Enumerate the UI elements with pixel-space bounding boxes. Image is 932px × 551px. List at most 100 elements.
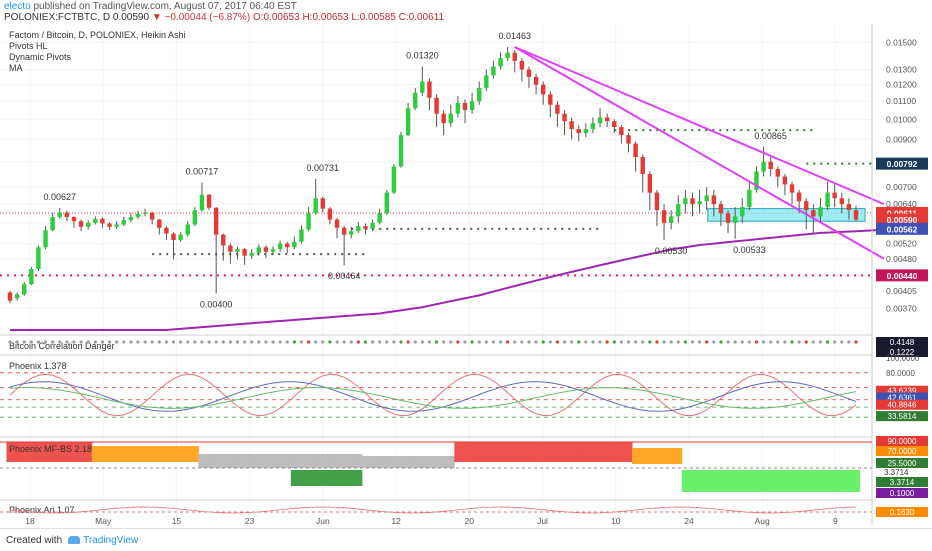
mfbs-bar xyxy=(290,470,299,486)
candle-body xyxy=(818,207,823,217)
ari-oscillator: 0.1630 xyxy=(0,506,928,517)
legend-dynamic-pivots[interactable]: Dynamic Pivots xyxy=(9,52,72,62)
price-chart[interactable]: 0.00627 0.00717 0.00400 0.00731 0.00464 0.013… xyxy=(0,24,932,528)
candle-body xyxy=(149,212,155,220)
candle xyxy=(647,171,653,211)
mfbs-bar xyxy=(326,470,334,486)
mfbs-bar xyxy=(560,442,569,462)
candle-body xyxy=(668,216,674,223)
symbol-label[interactable]: POLONIEX:FCTBTC, D xyxy=(4,12,111,23)
pane-label-bg xyxy=(876,392,928,403)
mfbs-bar xyxy=(397,456,406,468)
pane-label: 70.0000 xyxy=(888,447,917,456)
correlation-dot xyxy=(179,340,183,344)
mfbs-bar xyxy=(440,456,448,468)
correlation-dot xyxy=(833,340,837,344)
mfbs-bar xyxy=(20,442,29,462)
candle-body xyxy=(320,198,326,209)
candle xyxy=(93,216,98,225)
correlation-dot xyxy=(733,340,737,344)
candle xyxy=(597,108,603,128)
candle-body xyxy=(71,217,77,222)
pane-label: 0.4148 xyxy=(890,338,915,347)
correlation-dot xyxy=(434,340,439,344)
candle-body xyxy=(676,204,681,217)
mfbs-bar xyxy=(795,470,804,492)
pane-phoenix-mfbs[interactable]: 90.000070.000025.50003.37140.10003.3714 … xyxy=(0,436,928,498)
mfbs-bar xyxy=(774,470,782,492)
correlation-dot xyxy=(257,340,261,344)
candle-body xyxy=(782,176,788,185)
mfbs-bar xyxy=(696,470,704,492)
candle-body xyxy=(647,173,653,193)
pivot-label: 0.01320 xyxy=(406,51,439,61)
mfbs-bar xyxy=(248,454,256,468)
legend-ma[interactable]: MA xyxy=(9,63,23,73)
price-axis-tick: 0.01200 xyxy=(886,80,917,90)
candle xyxy=(676,195,681,223)
correlation-dot xyxy=(193,340,197,344)
legend-pivots-hl[interactable]: Pivots HL xyxy=(9,41,48,51)
tradingview-link[interactable]: TradingView xyxy=(83,535,139,546)
candle-body xyxy=(512,52,517,61)
candle xyxy=(50,212,55,232)
correlation-dot xyxy=(840,340,844,344)
mfbs-bar xyxy=(120,446,128,462)
mfbs-bar xyxy=(219,454,228,468)
mfbs-bar xyxy=(468,442,477,462)
pane-label: 25.5000 xyxy=(888,459,917,468)
pane-title-phoenix: Phoenix 1.378 xyxy=(9,361,67,371)
correlation-dot xyxy=(107,340,112,344)
candle xyxy=(668,210,674,230)
candle-body xyxy=(839,198,844,205)
candle xyxy=(782,173,788,196)
mfbs-bar xyxy=(724,470,733,492)
time-axis[interactable]: 18 May 15 23 Jun 12 20 Jul 10 24 Aug 9 xyxy=(25,516,838,526)
candle-body xyxy=(540,84,546,95)
correlation-dot xyxy=(65,340,69,344)
mfbs-bar xyxy=(667,448,676,464)
candles xyxy=(7,47,859,304)
candle-body xyxy=(263,247,269,252)
correlation-dot xyxy=(278,340,282,344)
mfbs-bar xyxy=(425,456,434,468)
price-axis-tick: 0.01500 xyxy=(886,37,917,47)
correlation-dot xyxy=(285,340,289,344)
candle-body xyxy=(277,243,283,250)
correlation-dot xyxy=(228,340,232,344)
correlation-dot xyxy=(399,340,403,344)
candle xyxy=(7,291,13,304)
candle xyxy=(462,99,468,124)
correlation-dot xyxy=(79,340,83,344)
candle xyxy=(135,210,141,219)
pane-phoenix[interactable]: Phoenix 1.378 100.000080.000020.000043.6… xyxy=(0,354,928,422)
pane-phoenix-ari[interactable]: Phoenix Ari 1.07 0.1630 xyxy=(0,499,928,517)
candle xyxy=(306,207,311,232)
correlation-dot xyxy=(186,340,190,344)
candle xyxy=(334,217,340,239)
candle-body xyxy=(85,222,91,227)
candle-body xyxy=(313,198,318,214)
candle xyxy=(484,69,489,92)
legend-title[interactable]: Factom / Bitcoin, D, POLONIEX, Heikin As… xyxy=(9,30,186,40)
candle xyxy=(619,125,624,144)
correlation-dot xyxy=(783,340,787,344)
ma-line xyxy=(10,228,892,331)
candle xyxy=(498,52,503,70)
correlation-dot xyxy=(669,340,673,344)
price-axis-tick: 0.01300 xyxy=(886,64,917,74)
price-axis-tick: 0.00405 xyxy=(886,286,917,296)
trendlines[interactable] xyxy=(514,46,885,260)
candle xyxy=(391,164,397,195)
candle-body xyxy=(484,75,489,88)
candle-body xyxy=(462,102,468,111)
candle-body xyxy=(747,189,752,208)
candle-body xyxy=(754,171,759,190)
author-name[interactable]: electo xyxy=(4,1,31,12)
candle-body xyxy=(576,129,581,134)
candle-body xyxy=(164,227,169,234)
mfbs-bar xyxy=(6,442,15,462)
mfbs-bar xyxy=(77,442,86,462)
